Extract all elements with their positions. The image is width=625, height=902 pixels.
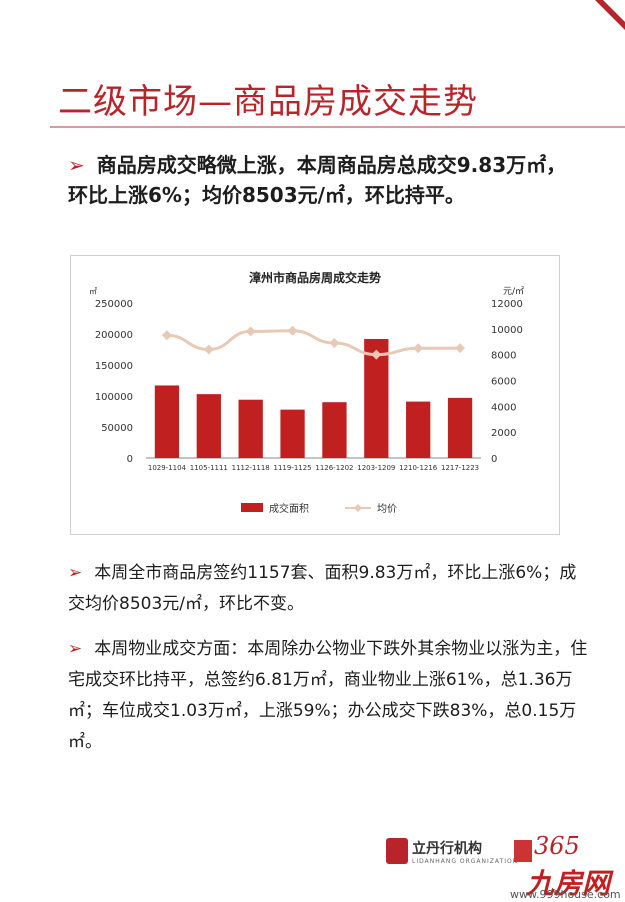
- avg-price-point-1203-1209: [371, 349, 382, 360]
- bar-1126-1202: [322, 402, 347, 458]
- legend-label-price: 均价: [377, 503, 397, 515]
- right-tick-label: 8000: [491, 351, 516, 362]
- avg-price-point-1112-1118: [245, 326, 256, 337]
- right-tick-label: 2000: [491, 428, 516, 439]
- left-tick-label: 50000: [101, 423, 133, 434]
- lidanhang-logo-icon: [386, 838, 408, 864]
- footer-logos: 立丹行机构 LIDANHANG ORGANIZATION 365 九房网 www…: [386, 832, 625, 902]
- right-tick-label: 4000: [491, 402, 516, 413]
- weekly-summary-text: 本周全市商品房签约1157套、面积9.83万㎡，环比上涨6%；成交均价8503元…: [68, 563, 577, 614]
- x-tick-label: 1126-1202: [315, 464, 353, 472]
- left-axis-unit: ㎡: [89, 287, 97, 296]
- summary-bullet: ➢ 商品房成交略微上涨，本周商品房总成交9.83万㎡，环比上涨6%；均价8503元…: [68, 150, 578, 210]
- right-axis-unit: 元/㎡: [503, 286, 524, 297]
- arrow-bullet-icon: ➢: [68, 639, 83, 659]
- corner-ribbon-inner: [603, 0, 625, 22]
- right-tick-label: 12000: [491, 299, 523, 310]
- right-tick-label: 0: [491, 454, 497, 465]
- left-tick-label: 200000: [95, 330, 133, 341]
- legend-swatch-area: [241, 503, 263, 512]
- property-breakdown-paragraph: ➢ 本周物业成交方面：本周除办公物业下跌外其余物业以涨为主，住宅成交环比持平，总签…: [68, 634, 588, 758]
- jiufang-logo: 九房网: [526, 867, 611, 900]
- avg-price-point-1217-1223: [455, 343, 466, 354]
- avg-price-point-1029-1104: [161, 330, 172, 341]
- bar-1217-1223: [447, 397, 473, 458]
- x-tick-label: 1105-1111: [190, 464, 228, 472]
- bar-1119-1125: [280, 409, 305, 458]
- right-tick-label: 10000: [491, 325, 523, 336]
- logo-url: www.999house.com: [510, 888, 621, 901]
- bar-1029-1104: [154, 385, 180, 458]
- x-tick-label: 1112-1118: [232, 464, 270, 472]
- summary-text: 商品房成交略微上涨，本周商品房总成交9.83万㎡，环比上涨6%；均价8503元/…: [68, 153, 567, 207]
- left-tick-label: 0: [127, 454, 133, 465]
- avg-price-point-1210-1216: [413, 343, 424, 354]
- avg-price-point-1105-1111: [203, 344, 214, 355]
- bar-1105-1111: [196, 394, 221, 458]
- right-tick-label: 6000: [491, 377, 516, 388]
- x-tick-label: 1210-1216: [399, 464, 438, 472]
- avg-price-point-1126-1202: [329, 338, 340, 349]
- legend-label-area: 成交面积: [269, 502, 309, 515]
- arrow-bullet-icon: ➢: [68, 563, 83, 583]
- x-tick-label: 1029-1104: [148, 464, 187, 472]
- weekly-summary-paragraph: ➢ 本周全市商品房签约1157套、面积9.83万㎡，环比上涨6%；成交均价8503…: [68, 558, 588, 620]
- title-divider: [50, 126, 625, 128]
- bar-1210-1216: [406, 401, 431, 458]
- property-breakdown-text: 本周物业成交方面：本周除办公物业下跌外其余物业以涨为主，住宅成交环比持平，总签约…: [68, 639, 588, 752]
- partner-seal-icon: [514, 840, 532, 862]
- x-tick-label: 1119-1125: [273, 464, 311, 472]
- bar-1112-1118: [238, 399, 263, 458]
- left-tick-label: 100000: [95, 392, 133, 403]
- logo-365: 365: [534, 832, 580, 860]
- chart-title: 漳州市商品房周成交走势: [249, 270, 381, 285]
- left-tick-label: 150000: [95, 361, 133, 372]
- legend-marker-price: [354, 504, 362, 512]
- x-tick-label: 1203-1209: [357, 464, 395, 472]
- page-title: 二级市场—商品房成交走势: [58, 82, 478, 122]
- left-tick-label: 250000: [95, 299, 133, 310]
- lidanhang-logo-en: LIDANHANG ORGANIZATION: [412, 858, 519, 865]
- avg-price-point-1119-1125: [287, 325, 298, 336]
- arrow-bullet-icon: ➢: [68, 153, 85, 177]
- lidanhang-logo-text: 立丹行机构: [412, 841, 482, 857]
- x-tick-label: 1217-1223: [441, 464, 479, 472]
